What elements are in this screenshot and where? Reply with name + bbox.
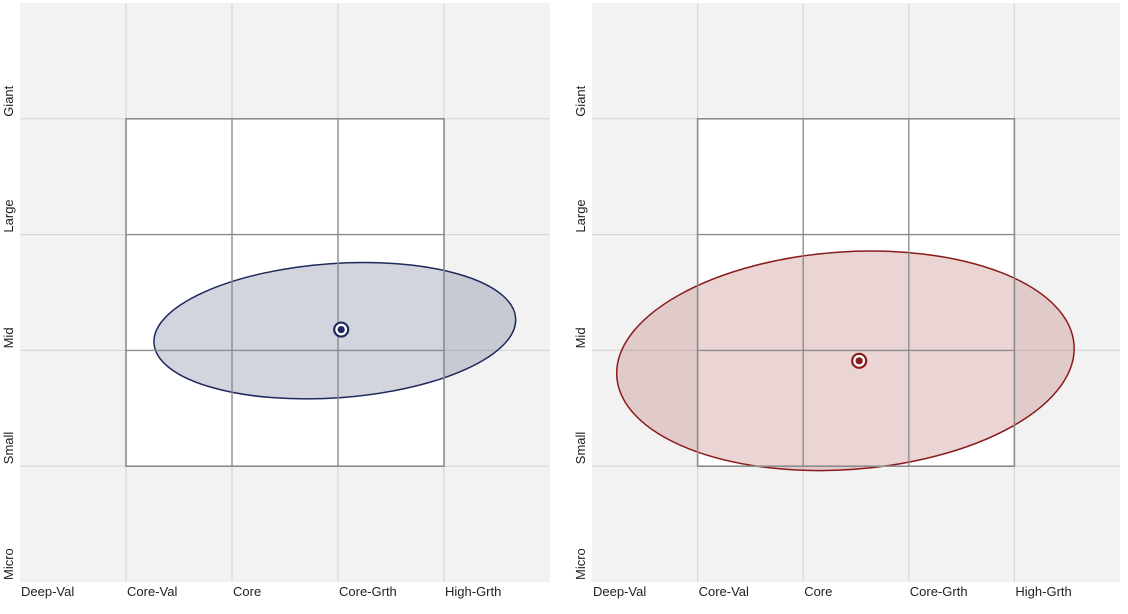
x-tick-label: High-Grth: [445, 584, 501, 599]
style-box-background: [697, 118, 1015, 467]
centroid-marker-dot: [855, 357, 863, 365]
x-tick-label: Core-Val: [699, 584, 749, 599]
y-tick-label: Micro: [1, 548, 16, 580]
centroid-marker-dot: [337, 325, 345, 334]
style-map-panel-2: Deep-Val Core-Val Core Core-Grth High-Grth Gi…: [573, 3, 1120, 599]
x-tick-label: Deep-Val: [21, 584, 74, 599]
style-box-background: [126, 118, 444, 467]
y-tick-label: Giant: [573, 85, 588, 116]
x-tick-label: Core: [233, 584, 261, 599]
style-map-panel-1: Deep-Val Core-Val Core Core-Grth High-Grth Gi…: [1, 3, 550, 599]
style-box-border: [696, 118, 1016, 467]
y-tick-label: Mid: [573, 327, 588, 348]
x-tick-label: Core-Grth: [910, 584, 968, 599]
x-tick-label: Deep-Val: [593, 584, 646, 599]
x-tick-label: Core: [804, 584, 832, 599]
y-tick-label: Large: [573, 199, 588, 232]
y-tick-label: Large: [1, 199, 16, 232]
ownership-zone: [615, 250, 1075, 472]
y-tick-label: Small: [1, 432, 16, 465]
x-tick-label: Core-Val: [127, 584, 177, 599]
style-box-border: [125, 118, 445, 467]
y-tick-label: Giant: [1, 85, 16, 116]
y-tick-label: Mid: [1, 327, 16, 348]
x-tick-label: Core-Grth: [339, 584, 397, 599]
y-tick-label: Small: [573, 432, 588, 465]
y-tick-label: Micro: [573, 548, 588, 580]
x-tick-label: High-Grth: [1015, 584, 1071, 599]
